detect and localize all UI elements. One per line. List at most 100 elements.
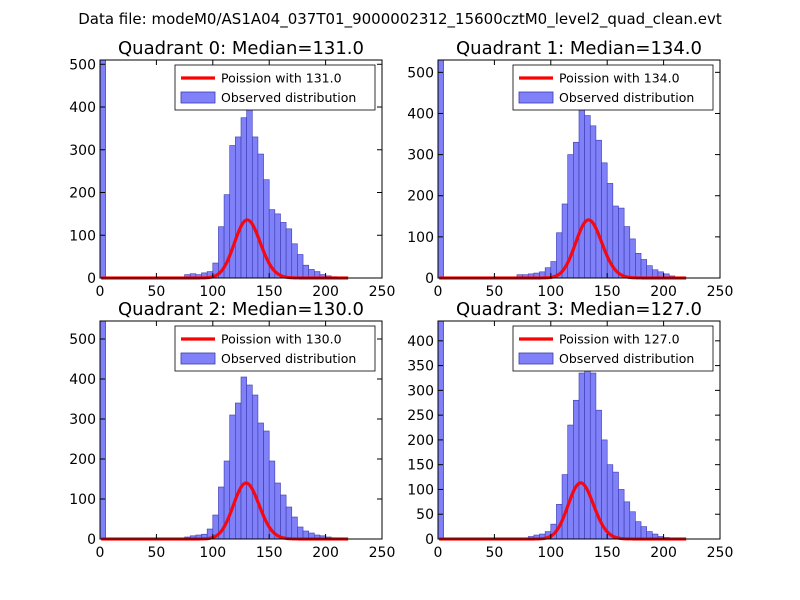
q3-legend-bar-swatch bbox=[518, 352, 554, 365]
q3-x-tick-label: 250 bbox=[707, 545, 734, 561]
q1-x-tick-label: 50 bbox=[485, 284, 503, 300]
q0-x-tick-label: 50 bbox=[147, 284, 165, 300]
q1-histogram-bar bbox=[629, 238, 636, 279]
q2-histogram-bar bbox=[235, 402, 242, 540]
q3-histogram-bar bbox=[640, 526, 647, 540]
q2-histogram-bar bbox=[297, 526, 304, 540]
q2-y-tick-label: 100 bbox=[69, 492, 96, 508]
q0-histogram-bar bbox=[302, 264, 309, 279]
q0-histogram-bar bbox=[274, 213, 281, 279]
q1-histogram-bar bbox=[573, 141, 580, 279]
q1-histogram-bar bbox=[595, 139, 602, 279]
q1-histogram-bar bbox=[589, 125, 597, 279]
q2-y-tick-label: 500 bbox=[69, 332, 96, 348]
quadrant-3-chart: 0 50 100 150 200 250 0 50 100 150 200 250 300 350 400 Q… bbox=[407, 299, 733, 561]
quadrant-0-chart: 0 50 100 150 200 250 0 100 200 300 400 500 Quadrant … bbox=[69, 38, 395, 300]
q3-axes-frame bbox=[437, 320, 721, 540]
q1-y-tick-label: 200 bbox=[407, 189, 434, 205]
q3-histogram-bar bbox=[567, 424, 574, 540]
q0-y-tick-label: 300 bbox=[69, 143, 96, 159]
q3-x-tick-label: 100 bbox=[537, 545, 564, 561]
q0-x-tick-label: 250 bbox=[369, 284, 396, 300]
q3-legend-label-poisson: Poission with 127.0 bbox=[559, 332, 680, 347]
q1-histogram-bar bbox=[601, 162, 608, 279]
q1-histogram-bar bbox=[646, 265, 653, 279]
q3-histogram-bar bbox=[618, 489, 625, 540]
q2-x-tick-label: 100 bbox=[199, 545, 226, 561]
q0-x-tick-label: 100 bbox=[199, 284, 226, 300]
q3-x-tick-label: 150 bbox=[594, 545, 621, 561]
q1-x-tick-label: 0 bbox=[434, 284, 443, 300]
q1-legend: Poission with 134.0 Observed distribution bbox=[512, 64, 714, 111]
q2-legend: Poission with 130.0 Observed distribution bbox=[174, 325, 376, 372]
q3-histogram-bar bbox=[612, 471, 619, 540]
q1-histogram-bar bbox=[578, 104, 585, 279]
q0-legend-bar-swatch bbox=[180, 91, 216, 104]
q2-histogram-bar bbox=[99, 320, 106, 540]
q3-histogram-bar bbox=[437, 320, 444, 540]
q3-legend: Poission with 127.0 Observed distribution bbox=[512, 325, 714, 372]
q3-title: Quadrant 3: Median=127.0 bbox=[456, 299, 702, 320]
q3-legend-label-observed: Observed distribution bbox=[559, 351, 694, 366]
q0-legend-label-observed: Observed distribution bbox=[221, 90, 356, 105]
q1-x-tick-label: 150 bbox=[594, 284, 621, 300]
q0-histogram-bar bbox=[251, 136, 259, 279]
q0-y-tick-label: 100 bbox=[69, 228, 96, 244]
q2-y-tick-label: 200 bbox=[69, 452, 96, 468]
q3-histogram-bar bbox=[629, 511, 636, 540]
suptitle: Data file: modeM0/AS1A04_037T01_90000023… bbox=[78, 10, 722, 29]
q3-y-tick-label: 350 bbox=[407, 359, 434, 375]
q0-histogram-bar bbox=[257, 153, 264, 279]
q2-histogram-bar bbox=[251, 394, 259, 540]
q1-x-tick-label: 250 bbox=[707, 284, 734, 300]
q3-histogram-bar bbox=[584, 360, 591, 540]
q1-histogram-bar bbox=[618, 207, 625, 279]
q0-y-tick-label: 0 bbox=[87, 271, 96, 287]
q2-x-tick-label: 250 bbox=[369, 545, 396, 561]
q0-histogram-bar bbox=[285, 228, 293, 279]
q0-histogram-bar bbox=[280, 222, 287, 279]
q3-histogram-bar bbox=[578, 372, 585, 540]
q2-y-tick-label: 300 bbox=[69, 412, 96, 428]
q1-axes-frame bbox=[437, 59, 721, 279]
q0-legend-label-poisson: Poission with 131.0 bbox=[221, 71, 342, 86]
q2-title: Quadrant 2: Median=130.0 bbox=[118, 299, 364, 320]
q0-histogram-bar bbox=[291, 243, 298, 279]
quadrant-2-chart: 0 50 100 150 200 250 0 100 200 300 400 500 Quadrant … bbox=[69, 299, 395, 561]
q3-y-tick-label: 150 bbox=[407, 458, 434, 474]
q1-x-tick-label: 100 bbox=[537, 284, 564, 300]
q3-x-tick-label: 50 bbox=[485, 545, 503, 561]
q1-histogram-bar bbox=[635, 253, 642, 279]
q2-histogram-bar bbox=[274, 482, 281, 540]
q1-legend-label-observed: Observed distribution bbox=[559, 90, 694, 105]
q3-y-tick-label: 50 bbox=[416, 507, 434, 523]
q3-histogram-bar bbox=[589, 372, 597, 540]
q2-x-tick-label: 150 bbox=[256, 545, 283, 561]
q1-histogram-bar bbox=[584, 115, 591, 279]
q1-legend-bar-swatch bbox=[518, 91, 554, 104]
q0-title: Quadrant 0: Median=131.0 bbox=[118, 38, 364, 59]
q1-x-tick-label: 200 bbox=[650, 284, 677, 300]
q3-y-tick-label: 0 bbox=[425, 532, 434, 548]
q2-histogram-bar bbox=[280, 494, 287, 540]
q2-legend-label-poisson: Poission with 130.0 bbox=[221, 332, 342, 347]
q1-y-tick-label: 400 bbox=[407, 106, 434, 122]
q1-histogram-bar bbox=[623, 226, 631, 279]
q3-y-tick-label: 300 bbox=[407, 383, 434, 399]
q0-histogram-bar bbox=[235, 136, 242, 279]
quadrant-1-chart: 0 50 100 150 200 250 0 100 200 300 400 500 Quadrant … bbox=[407, 38, 733, 300]
q2-axes-frame bbox=[99, 320, 383, 540]
q1-y-tick-label: 100 bbox=[407, 230, 434, 246]
q3-x-tick-label: 200 bbox=[650, 545, 677, 561]
q3-y-tick-label: 100 bbox=[407, 482, 434, 498]
q3-y-tick-label: 250 bbox=[407, 408, 434, 424]
q0-histogram-bar bbox=[99, 59, 106, 279]
q3-histogram-bar bbox=[573, 399, 580, 540]
q2-x-tick-label: 50 bbox=[147, 545, 165, 561]
q0-y-tick-label: 500 bbox=[69, 57, 96, 73]
q0-histogram-bar bbox=[246, 106, 253, 279]
q2-y-tick-label: 400 bbox=[69, 372, 96, 388]
q2-histogram-bar bbox=[291, 516, 298, 540]
q3-histogram-bar bbox=[606, 464, 614, 540]
